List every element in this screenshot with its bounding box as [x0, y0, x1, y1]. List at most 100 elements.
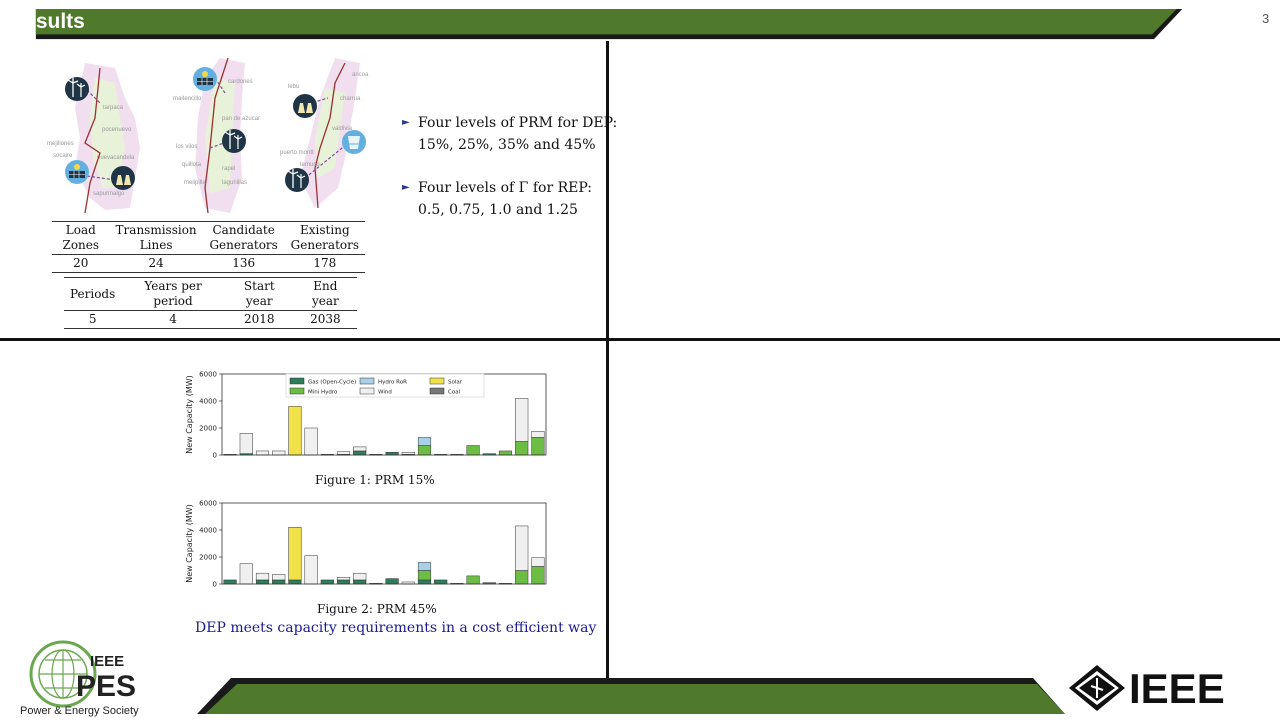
bar-segment: [288, 527, 302, 581]
y-tick-label: 0: [213, 452, 217, 460]
bar-segment: [531, 437, 545, 456]
solar-panel-icon: [65, 160, 89, 184]
y-axis-label: New Capacity (MW): [185, 375, 194, 454]
map-label: temuco: [300, 162, 320, 168]
table-row: 5 4 2018 2038: [64, 311, 357, 329]
chart-prm-15: New Capacity (MW) 0 2000 4000 6000 Gas (Open-…: [185, 371, 547, 460]
chile-maps: tarpaca pocenuevo mejillones socaire nue…: [47, 58, 369, 214]
map-label: puerto montt: [280, 150, 314, 156]
map-label: nuevacandela: [97, 155, 135, 161]
legend-entry: Hydro RoR: [378, 380, 407, 386]
legend-entry: Gas (Open-Cycle): [308, 380, 356, 386]
bar-segment: [272, 579, 286, 585]
bullet-line: 15%, 25%, 35% and 45%: [418, 137, 596, 153]
map-label: cardones: [228, 79, 253, 85]
bar-segment: [401, 452, 415, 455]
bar-segment: [498, 450, 513, 456]
legend-swatch: [359, 377, 375, 385]
map-label: tarpaca: [103, 105, 124, 111]
bar-segment: [223, 579, 237, 585]
bar-segment: [417, 445, 432, 456]
bar-segment: [255, 450, 270, 456]
page-number: 3: [1262, 11, 1270, 26]
map-label: maitencillo: [173, 96, 202, 102]
table-header: Years per period: [144, 279, 202, 308]
table-header: Load Zones: [62, 223, 100, 252]
horizontal-divider: [0, 338, 1280, 341]
map-label: charrua: [340, 96, 361, 102]
bar-segment: [353, 446, 367, 452]
map-label: quillota: [182, 162, 202, 168]
nuclear-plant-icon: [293, 94, 317, 118]
ieee-pes-logo: IEEE PES Power & Energy Society: [20, 640, 139, 717]
legend-swatch: [429, 377, 445, 385]
table-cell: 2018: [244, 312, 275, 326]
table-header: Start year: [243, 279, 275, 308]
bar-segment: [515, 398, 529, 442]
bar-segment: [531, 566, 545, 585]
footer-bar: [197, 678, 1065, 714]
chart-prm-45: New Capacity (MW) 0 2000 4000 6000: [185, 500, 547, 589]
map-label: sapurmalgo: [93, 191, 125, 197]
wind-turbine-icon: [65, 77, 89, 101]
bar-segment: [466, 445, 480, 456]
bar-segment: [385, 578, 399, 585]
y-tick-label: 0: [213, 581, 217, 589]
y-tick-label: 2000: [199, 554, 217, 562]
wind-turbine-icon: [285, 168, 309, 192]
bar-segment: [304, 427, 318, 456]
map-label: ancoa: [352, 72, 369, 78]
bar-segment: [239, 563, 253, 585]
y-axis-label: New Capacity (MW): [185, 504, 194, 583]
legend-swatch: [289, 377, 305, 385]
bullet-triangle-icon: ►: [402, 117, 410, 128]
periods-table: Periods Years per period Start year End …: [64, 277, 357, 329]
map-label: pan de azucar: [222, 116, 260, 122]
bar-segment: [531, 557, 545, 567]
ieee-logo: IEEE: [1069, 665, 1225, 712]
pes-logo-text: PES: [76, 670, 136, 703]
legend-entry: Mini Hydro: [308, 390, 338, 396]
ieee-logo-text: IEEE: [1129, 665, 1225, 712]
conclusion-text: DEP meets capacity requirements in a cos…: [195, 620, 597, 636]
bar-segment: [417, 570, 432, 581]
table-header: Candidate Generators: [209, 223, 278, 252]
wind-turbine-icon: [222, 129, 246, 153]
pes-logo-subtitle: Power & Energy Society: [20, 705, 139, 717]
y-tick-label: 4000: [199, 527, 217, 535]
y-tick-label: 2000: [199, 425, 217, 433]
table-cell: 4: [169, 312, 177, 326]
bar-segment: [515, 441, 529, 456]
legend-entry: Solar: [448, 380, 463, 386]
bar-segment: [304, 555, 318, 585]
bullet-line: 0.5, 0.75, 1.0 and 1.25: [418, 202, 578, 218]
bar-segment: [336, 451, 351, 455]
map-label: rapel: [222, 166, 235, 172]
map-central: cardones maitencillo pan de azucar los v…: [173, 58, 260, 214]
y-tick-label: 4000: [199, 398, 217, 406]
load-zones-table: Load Zones Transmission Lines Candidate …: [52, 221, 365, 273]
map-label: lebu: [288, 84, 299, 90]
bar-segment: [336, 577, 351, 581]
map-north: tarpaca pocenuevo mejillones socaire nue…: [47, 63, 140, 214]
table-cell: 2038: [310, 312, 341, 326]
bar-segment: [434, 579, 448, 585]
table-header: Transmission Lines: [115, 223, 197, 252]
y-tick-label: 6000: [199, 500, 217, 508]
bullet-gamma: ► Four levels of Γ for REP: 0.5, 0.75, 1…: [402, 177, 592, 221]
bar-segment: [353, 572, 367, 581]
table-header: End year: [311, 279, 339, 308]
bar-segment: [239, 433, 253, 454]
vertical-divider: [606, 41, 609, 678]
bar-segment: [255, 572, 270, 581]
legend-swatch: [429, 387, 445, 395]
plot-frame: [221, 502, 547, 585]
bullet-triangle-icon: ►: [402, 182, 410, 193]
map-label: lagunillas: [222, 180, 247, 186]
legend-entry: Wind: [378, 390, 392, 396]
table-header: Existing Generators: [290, 223, 360, 252]
pes-logo-ieee-text: IEEE: [90, 653, 124, 670]
bar-segment: [288, 579, 302, 585]
table-row: 20 24 136 178: [52, 255, 365, 273]
bullet-prm: ► Four levels of PRM for DEP: 15%, 25%, …: [402, 112, 617, 156]
